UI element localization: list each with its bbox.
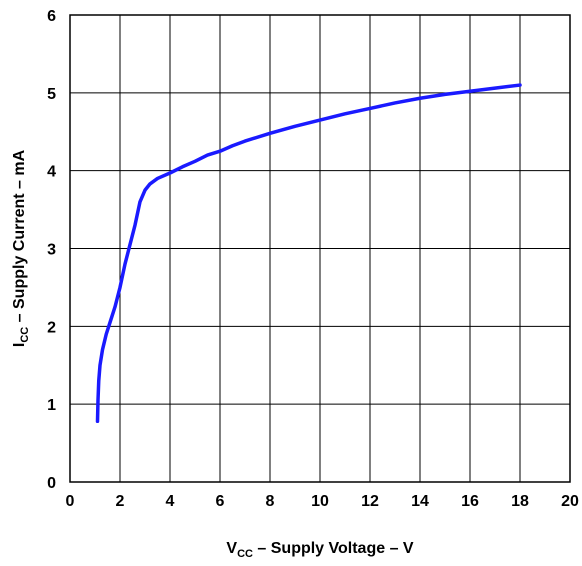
y-tick-label: 4 [47,164,56,181]
x-tick-label: 4 [166,493,175,510]
x-tick-label: 20 [561,493,579,510]
x-tick-label: 8 [266,493,275,510]
x-tick-label: 16 [461,493,479,510]
y-axis-title-subscript: CC [19,327,31,343]
y-axis-title-text: – Supply Current – mA [11,149,28,326]
x-tick-label: 14 [411,493,429,510]
x-axis-title-symbol: V [226,540,237,557]
x-tick-label: 2 [116,493,125,510]
x-tick-label: 18 [511,493,529,510]
x-tick-label: 12 [361,493,379,510]
y-tick-label: 5 [47,86,56,103]
x-axis-ticks: 0 2 4 6 8 10 12 14 16 18 20 [66,493,579,510]
y-tick-label: 3 [47,242,56,259]
y-axis-title-symbol: I [11,343,28,347]
grid [69,14,571,483]
y-tick-label: 2 [47,319,56,336]
y-axis-ticks: 0 1 2 3 4 5 6 [47,8,56,492]
y-axis-title: ICC – Supply Current – mA [11,149,31,347]
x-tick-label: 10 [311,493,329,510]
x-axis-title-subscript: CC [237,548,253,560]
y-tick-label: 6 [47,8,56,25]
x-axis-title: VCC – Supply Voltage – V [226,540,414,560]
series-group [95,83,522,424]
x-tick-label: 0 [66,493,75,510]
y-tick-label: 0 [47,475,56,492]
supply-current-line [95,83,522,424]
x-axis-title-text: – Supply Voltage – V [253,540,414,557]
y-tick-label: 1 [47,397,56,414]
plot-frame [69,14,571,483]
x-tick-label: 6 [216,493,225,510]
